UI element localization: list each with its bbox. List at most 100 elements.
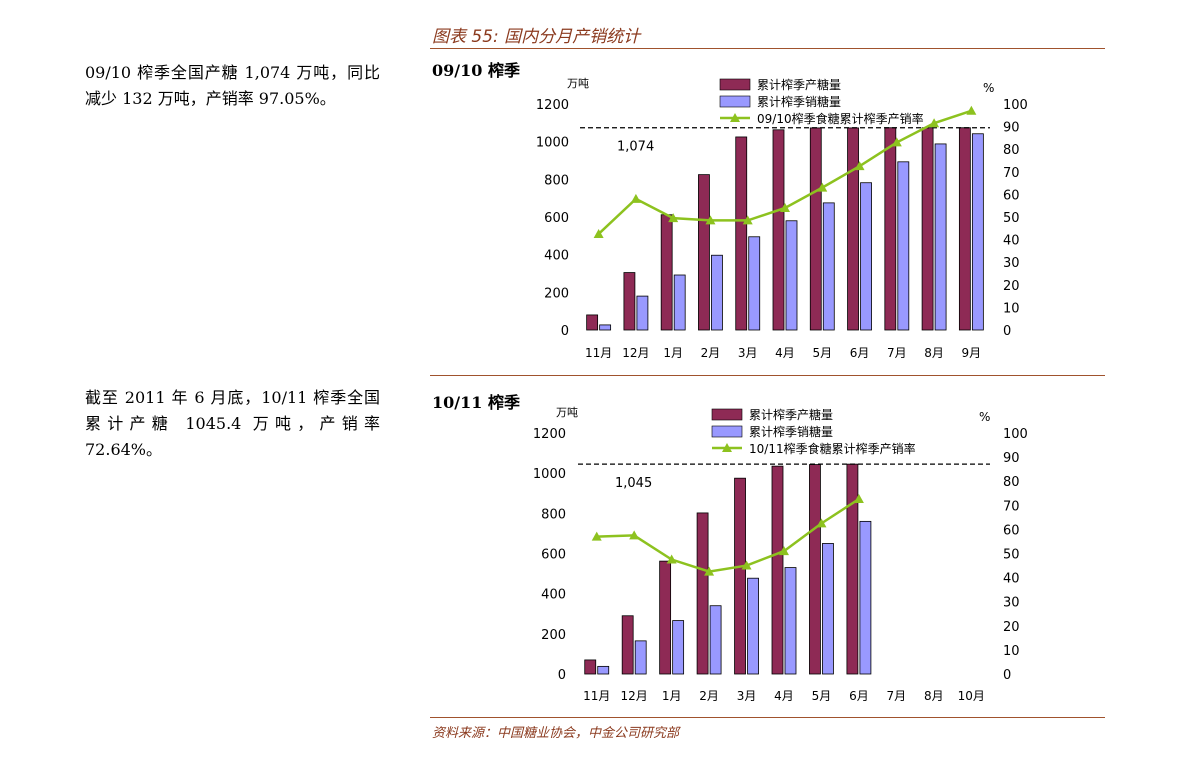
ratio-marker [891,137,902,147]
x-tick-label: 5月 [812,689,832,703]
x-tick-label: 1月 [662,689,682,703]
ratio-marker [816,518,827,528]
legend-label-ratio: 09/10榨季食糖累计榨季产销率 [757,111,924,126]
y2-tick-label: 100 [1003,98,1028,113]
figure-title: 图表 55: 国内分月产销统计 [432,27,641,47]
y-axis-unit: 万吨 [567,77,589,90]
ratio-marker [668,213,679,223]
y-tick-label: 1000 [533,467,566,482]
y2-axis-unit: % [979,410,990,424]
ratio-marker [704,566,715,576]
bar-production [586,314,599,331]
y2-tick-label: 90 [1003,121,1020,136]
y2-tick-label: 20 [1003,620,1020,635]
ratio-marker [741,560,752,570]
ratio-marker [854,161,865,171]
y2-tick-label: 80 [1003,475,1020,490]
ratio-line [596,497,860,573]
x-tick-label: 12月 [622,346,649,360]
bar-sales [711,254,723,331]
chart-title-0910: 09/10 榨季 [432,61,520,80]
bar-sales [747,577,759,675]
bar-production [698,174,710,331]
bar-sales [709,605,722,675]
y-tick-label: 800 [544,173,569,188]
bar-sales [971,133,984,331]
x-tick-label: 7月 [887,689,907,703]
bar-production [659,560,672,675]
bar-sales [822,202,835,331]
y-tick-label: 600 [544,211,569,226]
x-tick-label: 1月 [663,346,683,360]
x-tick-label: 3月 [738,346,758,360]
y2-tick-label: 40 [1003,234,1020,249]
bar-production [772,129,785,331]
y-tick-label: 1000 [536,136,569,151]
y2-tick-label: 50 [1003,548,1020,563]
bar-production [846,463,859,675]
ratio-marker [966,105,977,115]
ratio-marker [779,546,789,556]
x-tick-label: 6月 [849,689,869,703]
y-axis-unit: 万吨 [556,406,578,419]
y2-tick-label: 30 [1003,596,1020,611]
bar-production [734,477,746,675]
y-tick-label: 800 [541,507,566,522]
legend-label-sales: 累计榨季销糖量 [757,94,841,109]
x-tick-label: 8月 [924,689,944,703]
x-tick-label: 5月 [812,346,832,360]
bar-sales [897,161,910,331]
legend-swatch-sales [719,95,751,108]
legend-label-production: 累计榨季产糖量 [749,407,833,422]
bar-production [735,136,748,331]
reference-line-label: 1,074 [617,140,654,155]
ratio-marker [666,554,677,564]
section-rule [430,375,1105,376]
x-tick-label: 7月 [887,346,907,360]
ratio-marker [705,215,716,225]
bar-sales [599,324,612,331]
ratio-marker [929,118,940,128]
y-tick-label: 400 [541,588,566,603]
ratio-marker [817,182,828,192]
bar-production [623,272,636,331]
x-tick-label: 10月 [958,689,985,703]
y2-tick-label: 60 [1003,523,1020,538]
source-note: 资料来源：中国糖业协会，中金公司研究部 [432,726,680,741]
y2-tick-label: 70 [1003,166,1020,181]
y2-tick-label: 100 [1003,427,1028,442]
bar-production [584,659,597,675]
bar-sales [784,567,797,675]
y2-tick-label: 40 [1003,572,1020,587]
bar-sales [934,143,947,331]
bar-sales [672,620,685,675]
bar-sales [860,182,872,331]
y-tick-label: 200 [541,628,566,643]
bar-sales [822,543,834,675]
y-tick-label: 200 [544,286,569,301]
y2-axis-unit: % [983,81,994,95]
y-tick-label: 0 [558,668,566,683]
x-tick-label: 3月 [737,689,757,703]
summary-text-0910: 09/10 榨季全国产糖 1,074 万吨，同比减少 132 万吨，产销率 97… [85,63,380,108]
legend-label-production: 累计榨季产糖量 [757,77,841,92]
bar-sales [634,640,647,675]
legend-swatch-sales [711,425,743,438]
ratio-marker [780,202,790,212]
x-tick-label: 6月 [850,346,870,360]
legend-label-sales: 累计榨季销糖量 [749,424,833,439]
bar-sales [748,236,761,331]
x-tick-label: 9月 [962,346,982,360]
source-rule [430,717,1105,718]
reference-line-label: 1,045 [615,476,652,491]
y-tick-label: 1200 [536,98,569,113]
bar-production [621,615,634,675]
chart-title-1011: 10/11 榨季 [432,393,520,412]
ratio-marker [629,530,640,540]
x-tick-label: 11月 [585,346,612,360]
bar-production [696,512,709,675]
x-tick-label: 12月 [621,689,648,703]
x-tick-label: 4月 [774,689,794,703]
